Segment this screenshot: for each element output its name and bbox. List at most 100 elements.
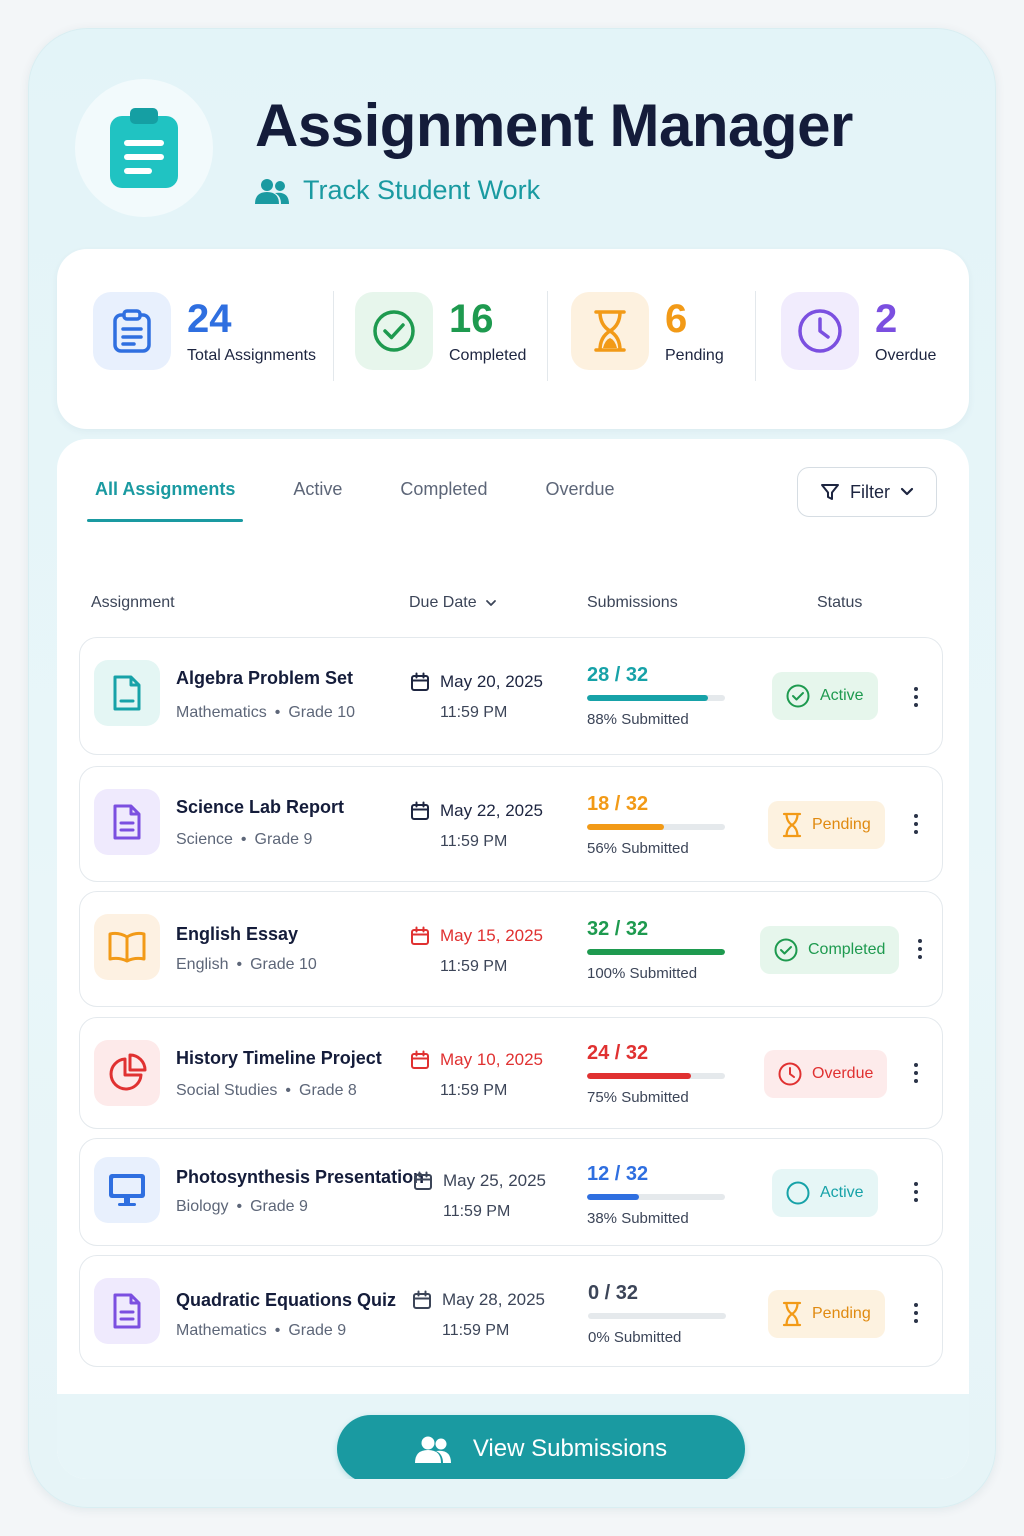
- progress-bar: [587, 1194, 725, 1200]
- page-subtitle: Track Student Work: [303, 175, 541, 205]
- assignment-meta: English • Grade 10: [176, 956, 317, 973]
- calendar-icon: [411, 801, 429, 820]
- status-badge: Active: [772, 672, 878, 720]
- document-lines-icon: [113, 804, 141, 840]
- assignment-title[interactable]: Quadratic Equations Quiz: [176, 1290, 397, 1310]
- submissions-cell: 18 / 32 56% Submitted: [587, 793, 725, 857]
- submission-count: 28 / 32: [587, 664, 649, 686]
- chevron-down-icon: [900, 487, 914, 496]
- assignment-title[interactable]: English Essay: [176, 924, 299, 944]
- table-row[interactable]: Photosynthesis Presentation Biology • Grad…: [79, 1138, 943, 1246]
- due-cell: May 20, 2025 11:59 PM: [410, 672, 543, 722]
- circle-icon: [786, 1181, 810, 1205]
- subtitle-row: Track Student Work: [255, 175, 540, 206]
- table-row[interactable]: History Timeline Project Social Studies •…: [79, 1017, 943, 1129]
- calendar-icon: [414, 1171, 432, 1190]
- submission-count: 0 / 32: [588, 1282, 639, 1304]
- stat-total: 24 Total Assignments: [93, 291, 316, 371]
- due-date: May 10, 2025: [440, 1050, 544, 1069]
- submission-percent: 75% Submitted: [587, 1089, 689, 1106]
- filter-button[interactable]: Filter: [797, 467, 937, 517]
- status-badge: Overdue: [764, 1050, 888, 1098]
- table-row[interactable]: Quadratic Equations Quiz Mathematics • Gra…: [79, 1255, 943, 1367]
- stats-card: 24 Total Assignments 16 Completed: [57, 249, 969, 429]
- table-row[interactable]: Algebra Problem Set Mathematics • Grade 10…: [79, 637, 943, 755]
- hourglass-icon: [782, 812, 802, 838]
- document-lines-icon: [113, 1293, 141, 1329]
- view-submissions-button[interactable]: View Submissions: [337, 1415, 745, 1479]
- more-options-icon[interactable]: [906, 1058, 926, 1088]
- more-options-icon[interactable]: [910, 934, 930, 964]
- assignments-card: All Assignments Active Completed Overdue…: [57, 439, 969, 1479]
- submission-percent: 56% Submitted: [587, 840, 689, 857]
- hourglass-icon: [594, 310, 626, 352]
- stat-pending-value: 6: [665, 297, 688, 341]
- progress-bar: [587, 824, 725, 830]
- due-date: May 25, 2025: [443, 1171, 547, 1190]
- due-date: May 22, 2025: [440, 801, 544, 820]
- due-time: 11:59 PM: [440, 958, 508, 975]
- clock-icon: [798, 309, 842, 353]
- due-cell: May 28, 2025 11:59 PM: [412, 1290, 545, 1340]
- submission-percent: 0% Submitted: [588, 1329, 682, 1346]
- calendar-icon: [411, 672, 429, 691]
- view-submissions-label: View Submissions: [472, 1435, 668, 1462]
- stat-overdue: 2 Overdue: [781, 291, 936, 371]
- stat-total-label: Total Assignments: [187, 347, 316, 364]
- submission-percent: 38% Submitted: [587, 1210, 689, 1227]
- tab-active[interactable]: Active: [293, 479, 343, 499]
- clock-icon: [778, 1062, 802, 1086]
- clipboard-icon: [113, 309, 151, 353]
- column-header-submissions: Submissions: [587, 594, 678, 611]
- table-row[interactable]: English Essay English • Grade 10 May 15, 2…: [79, 891, 943, 1007]
- stat-completed: 16 Completed: [355, 291, 526, 371]
- due-time: 11:59 PM: [440, 704, 508, 721]
- assignment-title[interactable]: Algebra Problem Set: [176, 668, 354, 688]
- tab-bar: All Assignments Active Completed Overdue: [87, 479, 665, 522]
- more-options-icon[interactable]: [906, 1298, 926, 1328]
- assignment-title[interactable]: Photosynthesis Presentation: [176, 1167, 425, 1187]
- calendar-icon: [413, 1290, 431, 1309]
- calendar-icon: [411, 1050, 429, 1069]
- users-icon: [255, 178, 289, 204]
- due-date: May 15, 2025: [440, 926, 544, 945]
- due-time: 11:59 PM: [443, 1203, 511, 1220]
- assignment-meta: Mathematics • Grade 10: [176, 704, 356, 721]
- divider: [547, 291, 548, 381]
- submission-count: 18 / 32: [587, 793, 649, 815]
- check-circle-icon: [373, 310, 415, 352]
- assignment-title[interactable]: History Timeline Project: [176, 1048, 382, 1068]
- more-options-icon[interactable]: [906, 1177, 926, 1207]
- calendar-icon: [411, 926, 429, 945]
- table-row[interactable]: Science Lab Report Science • Grade 9 May 2…: [79, 766, 943, 882]
- assignment-meta: Social Studies • Grade 8: [176, 1082, 357, 1099]
- column-header-assignment: Assignment: [91, 594, 175, 611]
- progress-bar: [587, 1073, 725, 1079]
- tab-overdue[interactable]: Overdue: [545, 479, 615, 499]
- due-date: May 20, 2025: [440, 672, 544, 691]
- more-options-icon[interactable]: [906, 682, 926, 712]
- page-title: Assignment Manager: [255, 92, 853, 159]
- chevron-down-icon: [485, 600, 496, 606]
- tab-all-assignments[interactable]: All Assignments: [87, 479, 244, 522]
- check-circle-icon: [786, 684, 810, 708]
- stat-completed-value: 16: [449, 297, 494, 341]
- filter-label: Filter: [850, 481, 890, 502]
- due-cell: May 25, 2025 11:59 PM: [413, 1171, 546, 1221]
- app-logo: [75, 79, 213, 217]
- column-header-status: Status: [817, 594, 863, 611]
- divider: [755, 291, 756, 381]
- assignment-meta: Mathematics • Grade 9: [176, 1322, 347, 1339]
- funnel-icon: [821, 484, 839, 500]
- submissions-cell: 0 / 32 0% Submitted: [588, 1282, 726, 1346]
- monitor-icon: [109, 1174, 145, 1206]
- tab-completed[interactable]: Completed: [400, 479, 488, 499]
- document-icon: [113, 675, 141, 711]
- submission-count: 24 / 32: [587, 1042, 649, 1064]
- due-cell: May 15, 2025 11:59 PM: [410, 926, 543, 976]
- column-header-due-date[interactable]: Due Date: [409, 594, 497, 612]
- submission-count: 12 / 32: [587, 1163, 649, 1185]
- assignment-title[interactable]: Science Lab Report: [176, 797, 345, 817]
- stat-total-value: 24: [187, 297, 232, 341]
- more-options-icon[interactable]: [906, 809, 926, 839]
